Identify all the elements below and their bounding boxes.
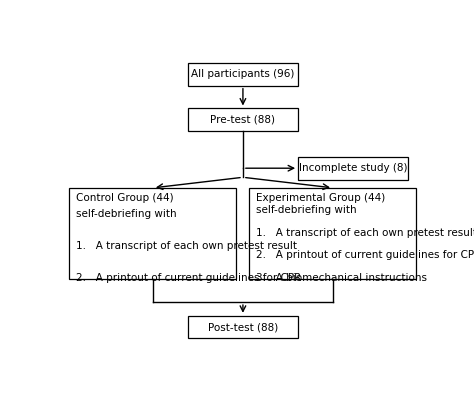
Text: Pre-test (88): Pre-test (88) <box>210 115 275 125</box>
Text: 1.   A transcript of each own pretest result: 1. A transcript of each own pretest resu… <box>256 228 474 237</box>
Text: 2.   A printout of current guidelines for CPR: 2. A printout of current guidelines for … <box>256 250 474 261</box>
Text: 3.   A biomechanical instructions: 3. A biomechanical instructions <box>256 273 427 283</box>
Text: Experimental Group (44): Experimental Group (44) <box>256 193 385 203</box>
Text: self-debriefing with: self-debriefing with <box>256 205 356 215</box>
Text: 2.   A printout of current guidelines for CPR: 2. A printout of current guidelines for … <box>76 273 301 283</box>
FancyBboxPatch shape <box>69 188 237 279</box>
FancyBboxPatch shape <box>298 157 408 180</box>
FancyBboxPatch shape <box>188 316 298 338</box>
Text: Post-test (88): Post-test (88) <box>208 322 278 332</box>
Text: self-debriefing with: self-debriefing with <box>76 209 177 219</box>
Text: All participants (96): All participants (96) <box>191 70 295 79</box>
FancyBboxPatch shape <box>188 63 298 86</box>
Text: Incomplete study (8): Incomplete study (8) <box>299 163 407 173</box>
FancyBboxPatch shape <box>249 188 417 279</box>
Text: Control Group (44): Control Group (44) <box>76 193 173 203</box>
FancyBboxPatch shape <box>188 108 298 131</box>
Text: 1.   A transcript of each own pretest result: 1. A transcript of each own pretest resu… <box>76 241 297 251</box>
